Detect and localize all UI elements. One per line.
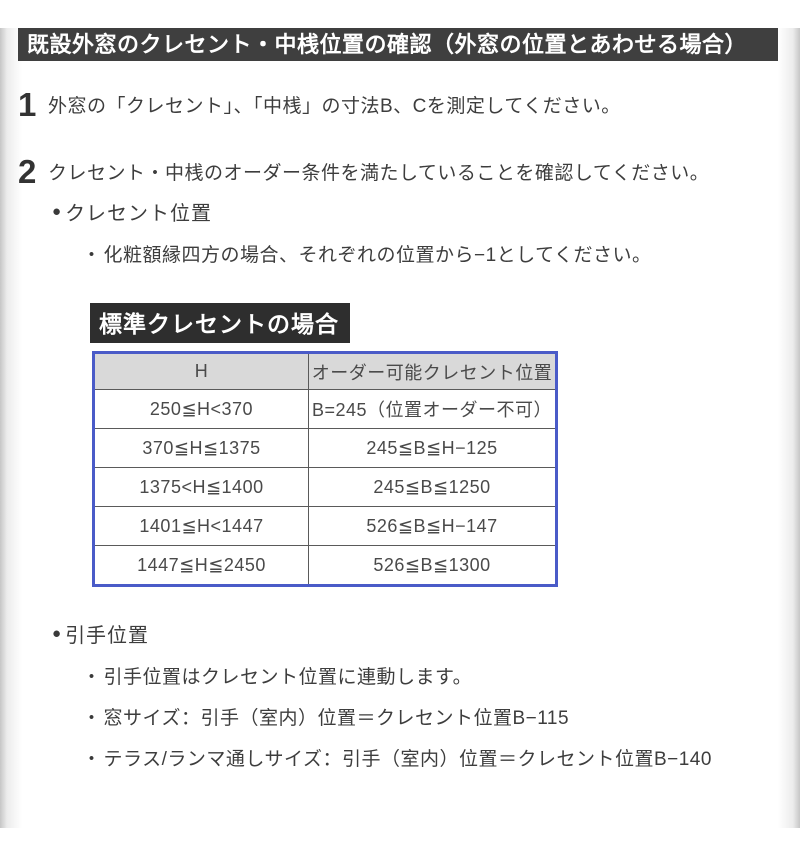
handle-note-terrace-size-text: テラス/ランマ通しサイズ：引手（室内）位置＝クレセント位置B−140 [103, 749, 712, 771]
step-1: 1 外窓の「クレセント」、「中桟」の寸法B、Cを測定してください。 [18, 86, 800, 123]
bullet-icon: ● [52, 625, 63, 643]
dot-icon: ・ [82, 749, 102, 771]
table-cell-order-range: 245≦B≦H−125 [308, 428, 557, 469]
dot-icon: ・ [82, 708, 102, 730]
table-cell-h-range: 1447≦H≦2450 [93, 545, 309, 587]
handle-position-heading: ● 引手位置 [52, 619, 800, 648]
table-row: 250≦H<370 B=245（位置オーダー不可） [93, 389, 557, 430]
step-1-number: 1 [18, 86, 37, 123]
handle-position-heading-label: 引手位置 [65, 625, 150, 648]
step-2-text: クレセント・中桟のオーダー条件を満たしていることを確認してください。 [48, 163, 710, 185]
table-cell-h-range: 1401≦H<1447 [93, 506, 309, 547]
crescent-position-table: H オーダー可能クレセント位置 250≦H<370 B=245（位置オーダー不可… [92, 351, 558, 588]
table-row: 370≦H≦1375 245≦B≦H−125 [93, 428, 557, 469]
table-cell-order-range: 245≦B≦1250 [308, 467, 557, 508]
handle-note-terrace-size: ・ テラス/ランマ通しサイズ：引手（室内）位置＝クレセント位置B−140 [82, 744, 800, 771]
bullet-icon: ● [52, 203, 63, 221]
table-cell-h-range: 1375<H≦1400 [93, 467, 309, 508]
step-2-number: 2 [18, 153, 37, 191]
crescent-note: ・ 化粧額縁四方の場合、それぞれの位置から−1としてください。 [82, 240, 800, 267]
document-page: 既設外窓のクレセント・中桟位置の確認（外窓の位置とあわせる場合） 1 外窓の「ク… [0, 28, 800, 828]
table-row: 1375<H≦1400 245≦B≦1250 [93, 467, 557, 508]
dot-icon: ・ [82, 667, 102, 689]
crescent-note-text: 化粧額縁四方の場合、それぞれの位置から−1としてください。 [103, 245, 652, 267]
dot-icon: ・ [82, 245, 102, 267]
bottom-whitespace [0, 771, 800, 841]
step-2: 2 クレセント・中桟のオーダー条件を満たしていることを確認してください。 [18, 153, 800, 191]
table-header-order-position: オーダー可能クレセント位置 [308, 352, 557, 391]
crescent-position-heading: ● クレセント位置 [52, 197, 800, 226]
handle-note-linked: ・ 引手位置はクレセント位置に連動します。 [82, 662, 800, 689]
table-row: 1401≦H<1447 526≦B≦H−147 [93, 506, 557, 547]
handle-note-linked-text: 引手位置はクレセント位置に連動します。 [103, 667, 473, 689]
page-title: 既設外窓のクレセント・中桟位置の確認（外窓の位置とあわせる場合） [18, 28, 778, 61]
table-row: 1447≦H≦2450 526≦B≦1300 [93, 545, 557, 587]
table-header-row: H オーダー可能クレセント位置 [93, 352, 557, 391]
handle-note-window-size-text: 窓サイズ：引手（室内）位置＝クレセント位置B−115 [103, 708, 570, 730]
table-cell-order-range: 526≦B≦1300 [308, 545, 557, 587]
table-cell-h-range: 250≦H<370 [93, 389, 309, 430]
crescent-position-heading-label: クレセント位置 [65, 203, 213, 226]
table-cell-h-range: 370≦H≦1375 [93, 428, 309, 469]
handle-note-window-size: ・ 窓サイズ：引手（室内）位置＝クレセント位置B−115 [82, 703, 800, 730]
table-cell-order-range: 526≦B≦H−147 [308, 506, 557, 547]
standard-crescent-label: 標準クレセントの場合 [90, 303, 350, 344]
table-header-h: H [93, 352, 309, 391]
table-cell-order-range: B=245（位置オーダー不可） [308, 389, 557, 430]
step-1-text: 外窓の「クレセント」、「中桟」の寸法B、Cを測定してください。 [48, 96, 621, 118]
